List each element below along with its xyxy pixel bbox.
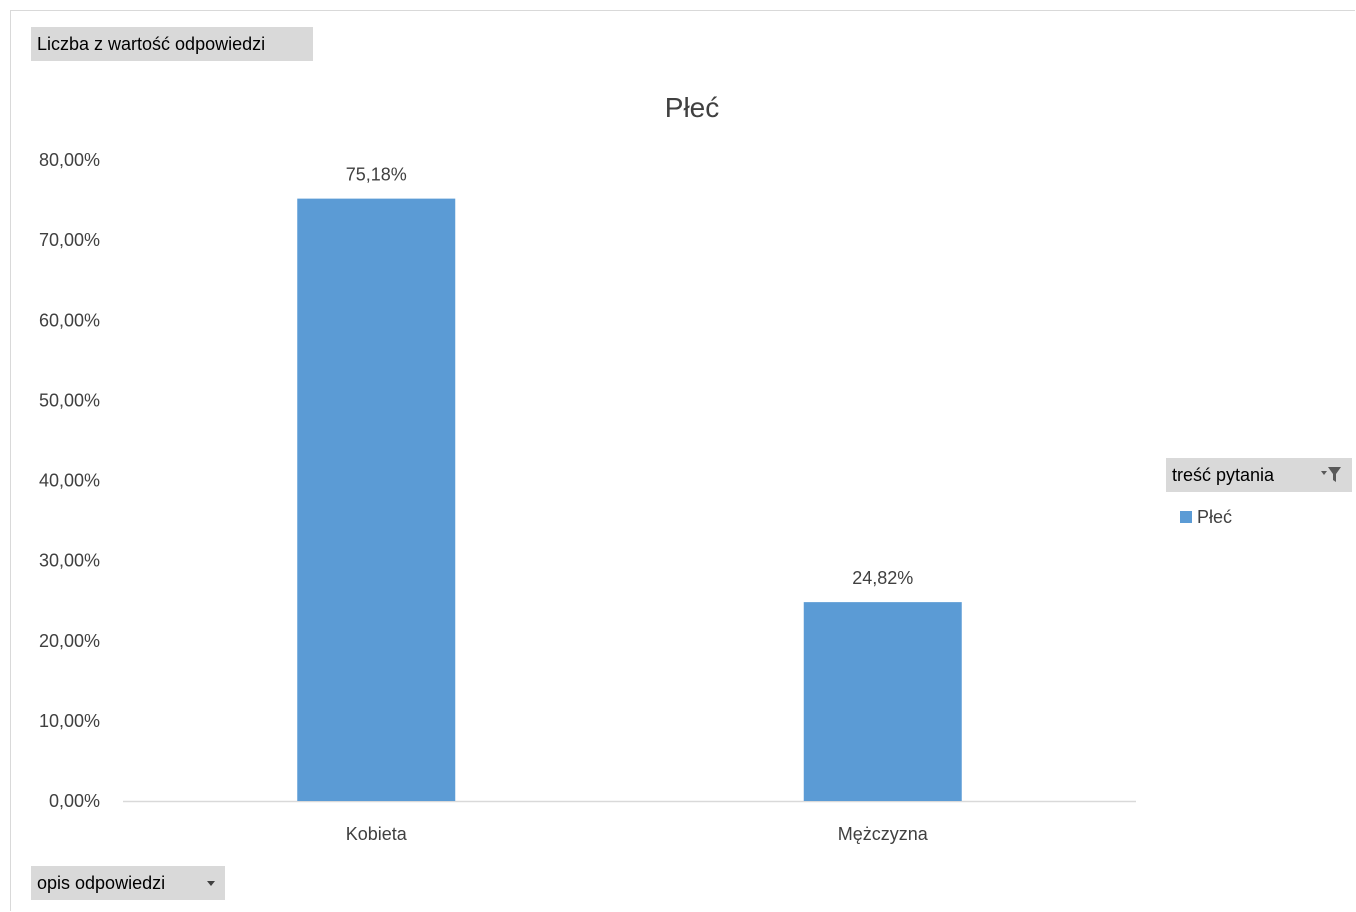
y-tick-label: 80,00% — [39, 150, 100, 170]
pivot-chart-frame — [10, 10, 1355, 911]
legend-swatch — [1180, 511, 1192, 523]
bar-0[interactable] — [297, 198, 456, 802]
y-tick-label: 20,00% — [39, 631, 100, 651]
data-labels: 75,18% 24,82% — [346, 165, 914, 589]
y-tick-label: 0,00% — [49, 791, 100, 811]
value-field-button[interactable]: Liczba z wartość odpowiedzi — [31, 27, 313, 61]
y-tick-label: 70,00% — [39, 230, 100, 250]
bar-1[interactable] — [803, 602, 962, 801]
axis-field-label: opis odpowiedzi — [37, 873, 166, 893]
bar-series[interactable] — [297, 198, 962, 802]
y-tick-label: 10,00% — [39, 711, 100, 731]
value-field-label: Liczba z wartość odpowiedzi — [37, 34, 266, 54]
y-tick-label: 30,00% — [39, 551, 100, 571]
data-label: 75,18% — [346, 165, 407, 185]
legend-field-label: treść pytania — [1172, 465, 1275, 485]
legend-field-button[interactable]: treść pytania — [1166, 458, 1352, 492]
x-tick-label: Kobieta — [346, 824, 408, 844]
y-tick-label: 40,00% — [39, 471, 100, 491]
y-tick-label: 60,00% — [39, 310, 100, 330]
legend-entry-label: Płeć — [1197, 506, 1233, 527]
chevron-down-icon[interactable] — [207, 881, 215, 886]
chart-title: Płeć — [665, 92, 719, 123]
legend: Płeć — [1180, 505, 1232, 529]
data-label: 24,82% — [852, 568, 913, 588]
y-axis: 0,00% 10,00% 20,00% 30,00% 40,00% 50,00% 60,00… — [39, 150, 100, 811]
x-axis: Kobieta Mężczyzna — [346, 824, 929, 844]
axis-field-button[interactable]: opis odpowiedzi — [31, 866, 225, 900]
filter-icon[interactable] — [1320, 466, 1342, 484]
x-tick-label: Mężczyzna — [838, 824, 929, 844]
y-tick-label: 50,00% — [39, 390, 100, 410]
